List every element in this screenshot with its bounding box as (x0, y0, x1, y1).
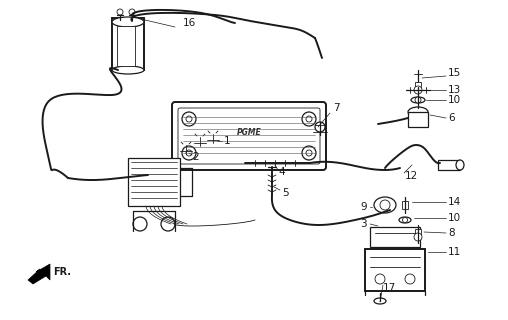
Polygon shape (28, 264, 50, 284)
Ellipse shape (408, 107, 428, 117)
FancyBboxPatch shape (178, 108, 320, 164)
Text: 9: 9 (360, 202, 367, 212)
Circle shape (375, 274, 385, 284)
Circle shape (186, 150, 192, 156)
Circle shape (182, 146, 196, 160)
Circle shape (186, 116, 192, 122)
Circle shape (133, 217, 147, 231)
Text: 13: 13 (448, 85, 461, 95)
Text: 10: 10 (448, 213, 461, 223)
Text: 6: 6 (448, 113, 455, 123)
Bar (365, 249, 425, 291)
Text: 3: 3 (360, 219, 367, 229)
Circle shape (161, 217, 175, 231)
Bar (370, 227, 420, 247)
Circle shape (315, 122, 325, 132)
Circle shape (302, 146, 316, 160)
Text: 11: 11 (448, 247, 461, 257)
Ellipse shape (374, 298, 386, 304)
Circle shape (117, 9, 123, 15)
Circle shape (402, 218, 407, 222)
Text: 17: 17 (383, 283, 396, 293)
Circle shape (414, 233, 422, 241)
Circle shape (209, 136, 217, 144)
Circle shape (380, 200, 390, 210)
Bar (438, 160, 460, 170)
Text: 8: 8 (448, 228, 455, 238)
FancyBboxPatch shape (172, 102, 326, 170)
Text: 4: 4 (278, 167, 284, 177)
Text: 14: 14 (448, 197, 461, 207)
Text: 7: 7 (333, 103, 340, 113)
Ellipse shape (112, 17, 144, 27)
Text: 2: 2 (192, 152, 199, 162)
Ellipse shape (456, 160, 464, 170)
Bar (112, 18, 144, 70)
Circle shape (414, 86, 422, 94)
Circle shape (129, 9, 135, 15)
Text: 16: 16 (183, 18, 196, 28)
Text: 15: 15 (448, 68, 461, 78)
Bar (415, 229, 421, 237)
Ellipse shape (399, 217, 411, 223)
Circle shape (405, 274, 415, 284)
Ellipse shape (112, 66, 144, 74)
Circle shape (415, 97, 421, 103)
Bar (408, 112, 428, 127)
Bar (415, 82, 421, 87)
Circle shape (302, 112, 316, 126)
Circle shape (196, 139, 204, 147)
Text: 12: 12 (405, 171, 418, 181)
Text: 5: 5 (282, 188, 289, 198)
Bar (128, 158, 180, 206)
Circle shape (182, 147, 190, 155)
Text: FR.: FR. (53, 267, 71, 277)
Bar (117, 26, 135, 66)
Circle shape (182, 112, 196, 126)
Bar (402, 201, 408, 209)
Circle shape (306, 150, 312, 156)
Ellipse shape (411, 97, 425, 103)
Text: PGME: PGME (237, 127, 262, 137)
Text: 10: 10 (448, 95, 461, 105)
Text: 1: 1 (224, 136, 231, 146)
Ellipse shape (374, 197, 396, 213)
Circle shape (306, 116, 312, 122)
